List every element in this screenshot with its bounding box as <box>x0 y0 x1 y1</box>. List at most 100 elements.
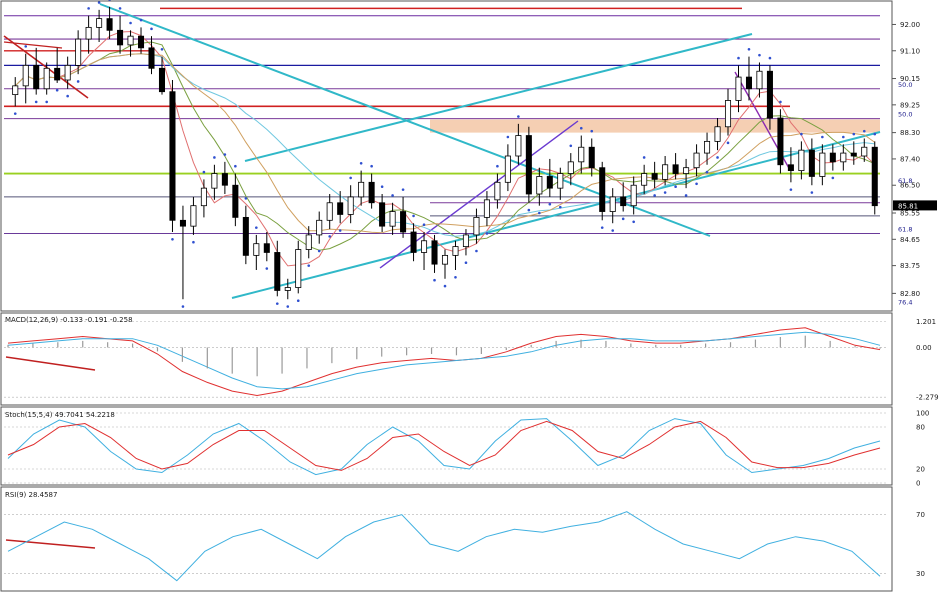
rsi-axis-label: 70 <box>916 511 925 519</box>
sar-dot <box>559 205 562 209</box>
sar-dot <box>642 156 646 159</box>
sar-dot <box>821 135 824 139</box>
sar-dot <box>852 132 856 136</box>
fib-level-label: 61.8 <box>898 177 912 185</box>
price-panel-frame <box>0 0 893 312</box>
bearish-candle <box>829 152 836 163</box>
trendlines <box>3 3 881 549</box>
trendline <box>379 120 579 269</box>
price-axis-label: 84.65 <box>900 236 920 244</box>
bullish-candle <box>609 196 616 212</box>
sar-dot <box>317 249 321 253</box>
moving-averages <box>14 30 876 267</box>
sar-dot <box>758 53 761 57</box>
sar-dot <box>842 135 845 139</box>
bullish-candle <box>683 167 690 174</box>
resistance-zone <box>430 119 880 133</box>
rsi-divergence-line <box>5 539 96 549</box>
bearish-candle <box>106 18 113 31</box>
stoch-axis-label: 80 <box>916 424 925 432</box>
bullish-candle <box>641 173 648 186</box>
sar-dot <box>768 56 772 60</box>
sar-dot <box>129 21 132 25</box>
macd-axis-label: 1.201 <box>916 318 936 326</box>
price-axis-label: 91.10 <box>900 47 920 55</box>
sar-dot <box>286 305 290 308</box>
bearish-candle <box>242 216 249 256</box>
bullish-candle <box>462 234 469 248</box>
sar-dot <box>160 48 164 51</box>
bullish-candle <box>756 70 763 90</box>
sar-dot <box>244 197 248 200</box>
bullish-candle <box>85 26 92 40</box>
bearish-candle <box>431 240 438 265</box>
bullish-candle <box>473 216 480 236</box>
sar-dot <box>139 18 143 22</box>
sar-dot <box>600 226 604 229</box>
bullish-candle <box>284 287 291 291</box>
bearish-candle <box>232 184 239 218</box>
price-axis-label: 82.80 <box>900 290 920 298</box>
bullish-candle <box>316 219 323 236</box>
sar-dot <box>338 229 342 232</box>
bullish-candle <box>798 149 805 172</box>
sar-dot <box>716 156 719 159</box>
sar-dot <box>328 235 331 238</box>
sar-dot <box>684 194 688 197</box>
bullish-candle <box>704 140 711 154</box>
price-axis-label: 92.00 <box>900 21 920 29</box>
moving-average-line <box>14 30 876 267</box>
rsi-panel-frame <box>0 486 893 592</box>
sar-dot <box>590 129 594 133</box>
sar-dot <box>45 100 48 104</box>
sar-dot <box>150 27 153 31</box>
bullish-candle <box>64 64 71 81</box>
sar-dot <box>527 208 531 212</box>
moving-average-line <box>14 53 876 234</box>
sar-dot <box>433 278 436 282</box>
price-axis-label: 83.75 <box>900 262 920 270</box>
macd-title: MACD(12,26,9) -0.133 -0.191 -0.258 <box>5 316 133 324</box>
sar-dot <box>181 305 185 308</box>
bullish-candle <box>504 155 511 183</box>
sar-dot <box>810 191 814 194</box>
sar-dot <box>737 56 740 60</box>
sar-dot <box>485 232 489 235</box>
sar-dot <box>779 100 782 104</box>
sar-dot <box>380 185 384 188</box>
moving-average-line <box>14 41 876 251</box>
bullish-candle <box>714 126 721 142</box>
sar-dot <box>24 45 28 48</box>
sar-dot <box>223 153 227 156</box>
rsi-title: RSI(9) 28.4587 <box>5 491 57 499</box>
bearish-candle <box>33 64 40 90</box>
sar-dot <box>789 188 793 191</box>
sar-dot <box>569 144 573 148</box>
sar-dot <box>307 264 311 267</box>
bullish-candle <box>557 173 564 189</box>
bearish-candle <box>379 202 386 227</box>
sar-dot <box>97 1 101 4</box>
bearish-candle <box>263 243 270 253</box>
bearish-candle <box>54 67 61 81</box>
bullish-candle <box>295 249 302 288</box>
fib-level-label: 76.4 <box>898 299 912 307</box>
stoch-series-line <box>7 418 881 476</box>
bullish-candle <box>662 164 669 180</box>
bullish-candle <box>735 76 742 101</box>
bullish-candle <box>96 18 103 28</box>
sar-dot <box>55 88 59 92</box>
sar-dot <box>87 7 90 10</box>
trendline <box>3 35 89 99</box>
sar-dot <box>412 214 415 218</box>
bearish-candle <box>766 70 773 119</box>
bearish-candle <box>787 164 794 172</box>
sar-dot <box>108 0 111 1</box>
bearish-candle <box>651 173 658 180</box>
bullish-candle <box>389 211 396 227</box>
last-price-box <box>893 200 937 211</box>
macd-panel-frame <box>0 312 893 406</box>
bullish-candle <box>421 240 428 253</box>
bullish-candle <box>22 64 29 87</box>
sar-dot <box>370 164 373 168</box>
